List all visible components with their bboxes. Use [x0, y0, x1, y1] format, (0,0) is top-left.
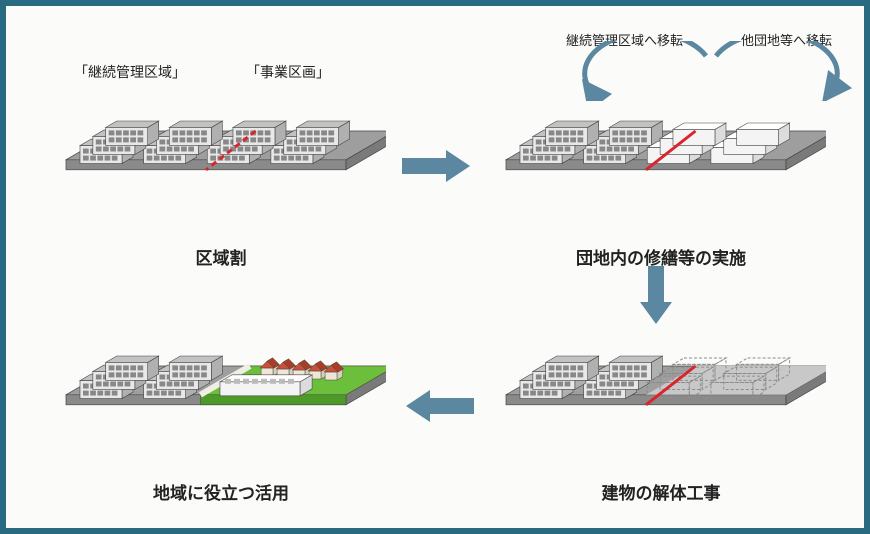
arrow-2-3	[636, 264, 676, 328]
stage-3: 建物の解体工事	[496, 326, 826, 504]
stage4-illustration	[56, 326, 386, 466]
stage-2: 団地内の修繕等の実施	[496, 91, 826, 269]
arrow-3-4	[398, 386, 478, 426]
stage-1: 区域割	[56, 91, 386, 269]
stage1-illustration	[56, 91, 386, 231]
stage3-caption: 建物の解体工事	[496, 479, 826, 504]
stage2-illustration	[496, 91, 826, 231]
stage3-illustration	[496, 326, 826, 466]
stage1-caption: 区域割	[56, 244, 386, 269]
stage1-label-right: 「事業区画」	[246, 62, 330, 82]
diagram-frame: 「継続管理区域」 「事業区画」 継続管理区域へ移転 他団地等へ移転 区域割 団地…	[0, 0, 870, 534]
stage1-label-left: 「継続管理区域」	[74, 62, 186, 82]
stage-4: 地域に役立つ活用	[56, 326, 386, 504]
arrow-1-2	[398, 146, 478, 186]
stage4-caption: 地域に役立つ活用	[56, 479, 386, 504]
